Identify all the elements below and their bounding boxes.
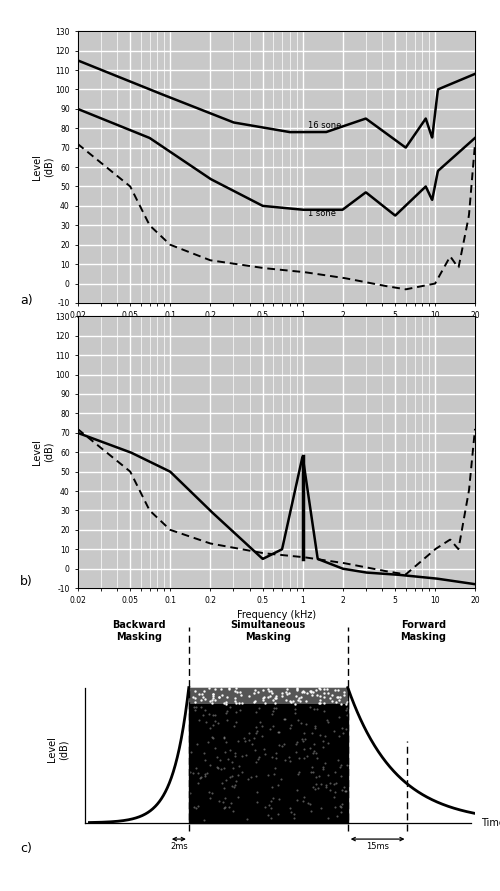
Y-axis label: Level
(dB): Level (dB) bbox=[32, 154, 54, 180]
X-axis label: Frequency (kHz): Frequency (kHz) bbox=[236, 610, 316, 620]
Text: Simultaneous
Masking: Simultaneous Masking bbox=[230, 620, 306, 642]
Text: 2ms: 2ms bbox=[170, 842, 188, 851]
Text: Level
(dB): Level (dB) bbox=[47, 737, 68, 763]
X-axis label: Frequency (kHz): Frequency (kHz) bbox=[236, 325, 316, 335]
Text: 15ms: 15ms bbox=[366, 842, 389, 851]
Y-axis label: Level
(dB): Level (dB) bbox=[32, 439, 54, 465]
Text: 1 sone: 1 sone bbox=[308, 208, 336, 217]
Text: Time (ms): Time (ms) bbox=[481, 818, 500, 828]
Text: Backward
Masking: Backward Masking bbox=[112, 620, 166, 642]
Text: 16 sone: 16 sone bbox=[308, 121, 342, 130]
Text: a): a) bbox=[20, 294, 32, 307]
Text: c): c) bbox=[20, 842, 32, 855]
Text: Forward
Masking: Forward Masking bbox=[400, 620, 446, 642]
Text: b): b) bbox=[20, 575, 33, 588]
Bar bbox=[189, 688, 348, 704]
Bar bbox=[189, 688, 348, 822]
